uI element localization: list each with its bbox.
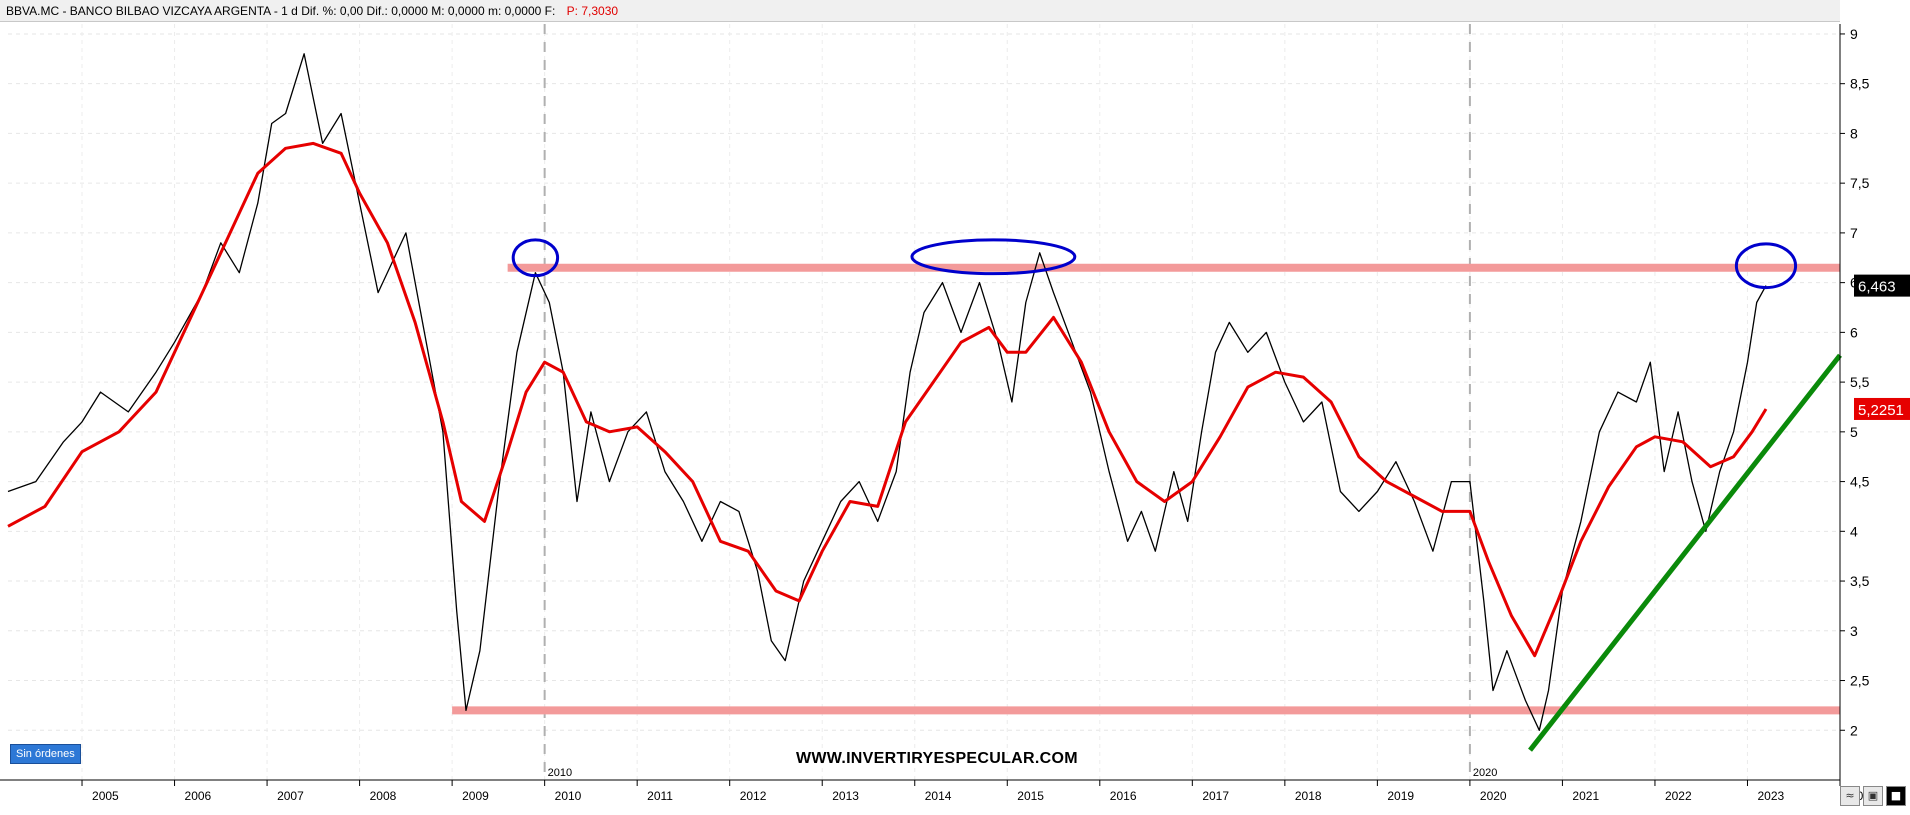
last-price-label: P: 7,3030 [566, 4, 619, 18]
print-icon[interactable]: ■ [1886, 786, 1906, 806]
y-tick-label: 9 [1850, 26, 1858, 42]
moving-average-line [7, 141, 1768, 658]
x-tick-label: 2011 [647, 789, 673, 803]
x-tick-label: 2007 [277, 789, 304, 803]
y-tick-label: 3 [1850, 623, 1858, 639]
price-tags: 6,463 5,2251 [1854, 274, 1910, 420]
x-tick-label: 2019 [1387, 789, 1414, 803]
highlight-ellipse [511, 238, 560, 278]
x-tick-label: 2009 [462, 789, 489, 803]
ma-price-tag-bg [1854, 397, 1910, 420]
annotations [511, 238, 1842, 752]
y-tick-label: 8 [1850, 125, 1858, 141]
x-tick-label: 2005 [92, 789, 119, 803]
y-tick-label: 4,5 [1850, 474, 1870, 490]
x-tick-label: 2013 [832, 789, 859, 803]
highlight-ellipse [910, 238, 1077, 276]
highlight-ellipse [1734, 242, 1798, 290]
x-tick-label: 2018 [1295, 789, 1322, 803]
x-tick-label: 2017 [1202, 789, 1229, 803]
chart-header: BBVA.MC - BANCO BILBAO VIZCAYA ARGENTA -… [0, 0, 1840, 22]
watermark-text: WWW.INVERTIRYESPECULAR.COM [796, 750, 1078, 767]
x-tick-label: 2008 [370, 789, 397, 803]
horizontal-levels [452, 263, 1840, 715]
x-tick-label: 2023 [1757, 789, 1784, 803]
x-tick-label: 2020 [1480, 789, 1507, 803]
instrument-title: BBVA.MC - BANCO BILBAO VIZCAYA ARGENTA -… [6, 4, 556, 18]
vertical-marker-label: 2010 [548, 767, 572, 779]
x-tick-label: 2010 [555, 789, 582, 803]
vertical-marker-label: 2020 [1473, 767, 1497, 779]
x-tick-label: 2006 [185, 789, 212, 803]
x-tick-label: 2012 [740, 789, 767, 803]
y-tick-label: 7 [1850, 225, 1858, 241]
x-tick-label: 2015 [1017, 789, 1044, 803]
y-tick-label: 8,5 [1850, 76, 1870, 92]
series-group [7, 53, 1768, 731]
save-icon[interactable]: ▣ [1863, 786, 1883, 806]
y-tick-label: 4 [1850, 523, 1858, 539]
y-tick-label: 2,5 [1850, 673, 1870, 689]
price-line [7, 53, 1767, 731]
orders-status-badge[interactable]: Sin órdenes [10, 744, 81, 764]
y-tick-label: 5 [1850, 424, 1858, 440]
close-price-tag: 6,463 [1858, 279, 1896, 296]
trend-line [1528, 353, 1842, 752]
x-tick-label: 2021 [1572, 789, 1599, 803]
y-tick-label: 7,5 [1850, 175, 1870, 191]
close-price-tag-bg [1854, 274, 1910, 297]
x-tick-label: 2022 [1665, 789, 1692, 803]
x-tick-label: 2016 [1110, 789, 1137, 803]
y-tick-label: 5,5 [1850, 374, 1870, 390]
y-tick-label: 6 [1850, 324, 1858, 340]
vertical-markers: 2010 2020 [543, 24, 1497, 780]
chart-config-icon[interactable]: ≈ [1840, 786, 1860, 806]
x-tick-label: 2014 [925, 789, 952, 803]
ma-price-tag: 5,2251 [1858, 402, 1904, 419]
y-tick-label: 3,5 [1850, 573, 1870, 589]
y-tick-label: 2 [1850, 722, 1858, 738]
